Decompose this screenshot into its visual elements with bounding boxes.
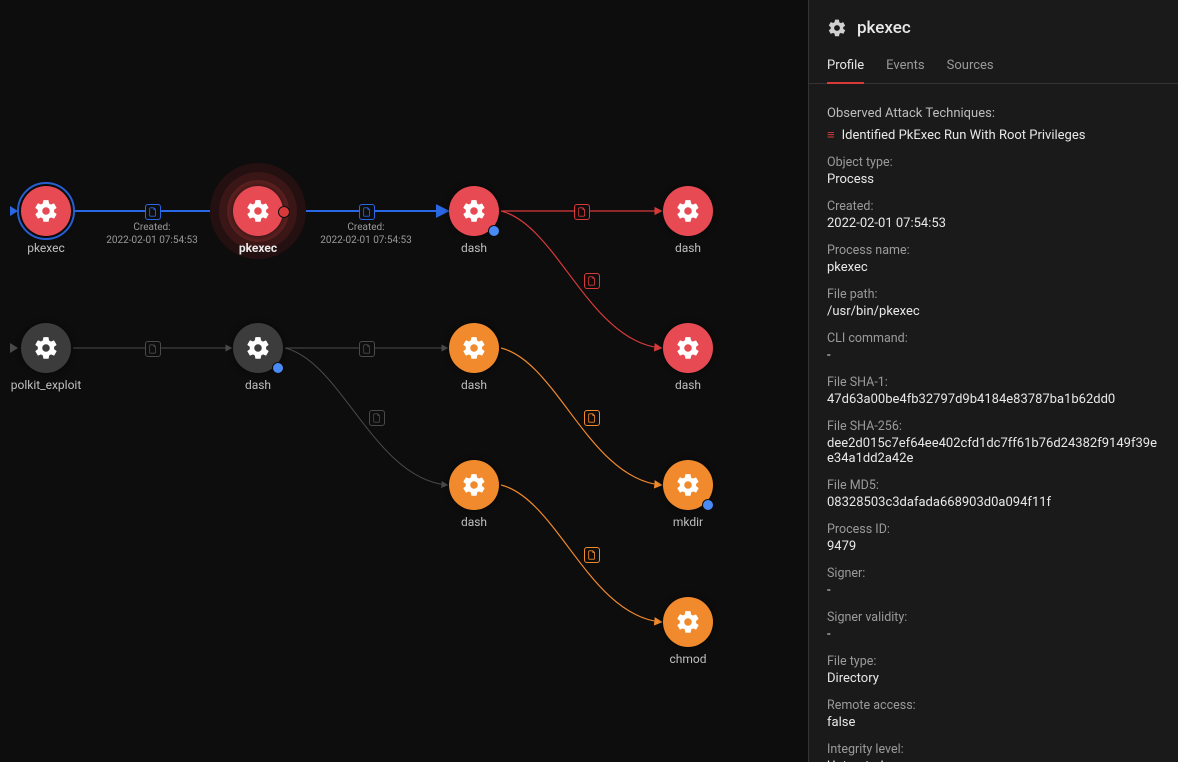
detail-field-label: Created:: [827, 199, 1160, 214]
info-badge-icon: [702, 499, 714, 511]
details-tabs: Profile Events Sources: [809, 50, 1178, 84]
edge-label: Created:2022-02-01 07:54:53: [296, 221, 436, 247]
edge-event-icon[interactable]: [584, 410, 600, 426]
detail-field-label: Object type:: [827, 155, 1160, 170]
detail-field-label: File type:: [827, 654, 1160, 669]
detail-field: File SHA-256: dee2d015c7ef64ee402cfd1dc7f…: [827, 419, 1160, 466]
detail-field: File MD5: 08328503c3dafada668903d0a094f11…: [827, 478, 1160, 510]
detail-field-label: File SHA-1:: [827, 375, 1160, 390]
edge-event-icon[interactable]: [584, 273, 600, 289]
process-node-dash6[interactable]: [449, 460, 499, 510]
edge-event-icon[interactable]: [584, 547, 600, 563]
process-node-label: dash: [414, 515, 534, 529]
details-header: pkexec: [809, 0, 1178, 50]
detail-field: CLI command: -: [827, 331, 1160, 363]
oat-section-label: Observed Attack Techniques:: [827, 106, 1160, 121]
process-node-polkit[interactable]: [21, 323, 71, 373]
gear-icon: [827, 18, 847, 38]
process-node-pkexec2[interactable]: [233, 186, 283, 236]
detail-field: Object type: Process: [827, 155, 1160, 187]
edge-event-icon[interactable]: [359, 204, 375, 220]
oat-item-text: Identified PkExec Run With Root Privileg…: [842, 128, 1086, 143]
oat-item[interactable]: ≡ Identified PkExec Run With Root Privil…: [827, 127, 1160, 143]
detail-field: Process name: pkexec: [827, 243, 1160, 275]
detail-field-value: 08328503c3dafada668903d0a094f11f: [827, 495, 1160, 510]
detail-field-value: pkexec: [827, 260, 1160, 275]
detail-field-label: Process name:: [827, 243, 1160, 258]
process-node-dash4[interactable]: [449, 323, 499, 373]
detail-field-value: 47d63a00be4fb32797d9b4184e83787ba1b62dd0: [827, 392, 1160, 407]
detail-field-value: /usr/bin/pkexec: [827, 304, 1160, 319]
detail-field-value: -: [827, 583, 1160, 598]
info-badge-icon: [488, 225, 500, 237]
detail-field: File SHA-1: 47d63a00be4fb32797d9b4184e837…: [827, 375, 1160, 407]
detail-field-value: Directory: [827, 671, 1160, 686]
detail-field: Signer: -: [827, 566, 1160, 598]
detail-field-value: 2022-02-01 07:54:53: [827, 216, 1160, 231]
process-node-label: polkit_exploit: [0, 378, 106, 392]
details-panel: pkexec Profile Events Sources Observed Att…: [808, 0, 1178, 762]
edge-event-icon[interactable]: [145, 341, 161, 357]
detail-field-value: -: [827, 627, 1160, 642]
detail-field-label: Process ID:: [827, 522, 1160, 537]
detail-field: Signer validity: -: [827, 610, 1160, 642]
detail-field: File type: Directory: [827, 654, 1160, 686]
detail-field-value: dee2d015c7ef64ee402cfd1dc7ff61b76d24382f…: [827, 436, 1160, 466]
detail-field-value: -: [827, 348, 1160, 363]
detail-field: Integrity level:Untrusted: [827, 742, 1160, 762]
tab-events[interactable]: Events: [886, 50, 924, 83]
tab-sources[interactable]: Sources: [947, 50, 994, 83]
details-title: pkexec: [857, 18, 911, 38]
detail-field-label: Signer:: [827, 566, 1160, 581]
detail-field: Process ID: 9479: [827, 522, 1160, 554]
detail-field-label: Remote access:: [827, 698, 1160, 713]
process-node-label: dash: [628, 378, 748, 392]
process-node-dash2[interactable]: [663, 186, 713, 236]
detail-field-label: File MD5:: [827, 478, 1160, 493]
detail-field-value: false: [827, 715, 1160, 730]
attack-graph-canvas[interactable]: pkexecpkexecdashdashpolkit_exploitdashda…: [0, 0, 808, 762]
details-body: Observed Attack Techniques: ≡ Identified…: [809, 84, 1178, 762]
info-badge-icon: [272, 362, 284, 374]
process-node-pkexec1[interactable]: [21, 186, 71, 236]
process-node-label: chmod: [628, 652, 748, 666]
process-node-label: dash: [414, 378, 534, 392]
incoming-edge-arrow: [10, 343, 18, 353]
detail-field-label: CLI command:: [827, 331, 1160, 346]
detail-field-label: File path:: [827, 287, 1160, 302]
edge-event-icon[interactable]: [369, 410, 385, 426]
detail-field: Remote access: false: [827, 698, 1160, 730]
process-node-dash5[interactable]: [663, 323, 713, 373]
detail-field-label: Integrity level:: [827, 742, 1160, 757]
tab-profile[interactable]: Profile: [827, 50, 864, 83]
detail-field-label: File SHA-256:: [827, 419, 1160, 434]
detail-field-value: 9479: [827, 539, 1160, 554]
process-node-label: mkdir: [628, 515, 748, 529]
detail-field-label: Signer validity:: [827, 610, 1160, 625]
edge-event-icon[interactable]: [145, 204, 161, 220]
process-node-label: dash: [628, 241, 748, 255]
process-node-label: dash: [198, 378, 318, 392]
detail-field-value: Process: [827, 172, 1160, 187]
alert-badge-icon: [278, 206, 290, 218]
edge-event-icon[interactable]: [359, 341, 375, 357]
severity-icon: ≡: [827, 127, 834, 143]
process-node-chmod[interactable]: [663, 597, 713, 647]
edge-label: Created:2022-02-01 07:54:53: [82, 221, 222, 247]
detail-field: Created: 2022-02-01 07:54:53: [827, 199, 1160, 231]
edge-event-icon[interactable]: [574, 204, 590, 220]
detail-field: File path: /usr/bin/pkexec: [827, 287, 1160, 319]
